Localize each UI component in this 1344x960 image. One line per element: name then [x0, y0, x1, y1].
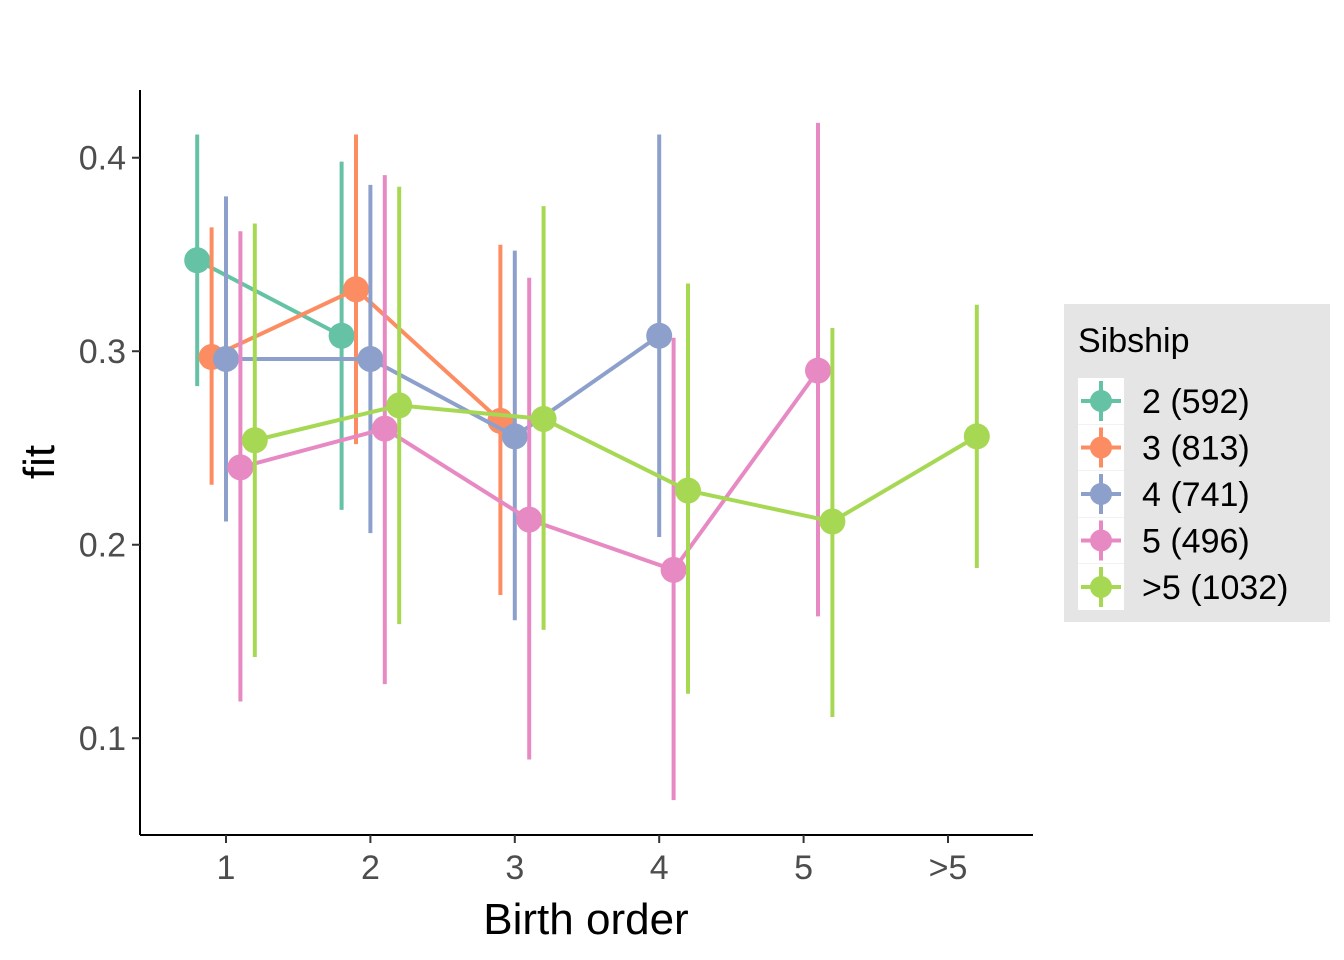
x-tick-label: 4: [650, 849, 669, 887]
x-tick-label: >5: [929, 849, 968, 887]
y-tick-label: 0.4: [79, 140, 126, 178]
series-group: [198, 134, 514, 596]
data-point: [241, 427, 268, 454]
series-group: [227, 122, 831, 801]
data-point: [805, 357, 831, 384]
legend-key-point: [1090, 576, 1112, 598]
legend-item: >5 (1032): [1078, 564, 1289, 610]
legend-key-point: [1090, 483, 1112, 505]
y-axis-title: fit: [15, 445, 64, 479]
data-point: [660, 556, 687, 583]
x-tick-label: 5: [794, 849, 813, 887]
legend-label: 4 (741): [1142, 476, 1250, 514]
x-tick-label: 2: [361, 849, 380, 887]
data-point: [184, 247, 211, 274]
data-point: [501, 423, 528, 450]
data-point: [516, 506, 543, 533]
data-point: [675, 477, 701, 504]
legend-key-point: [1090, 390, 1112, 412]
data-point: [819, 508, 846, 535]
y-tick-label: 0.3: [79, 333, 126, 371]
data-point: [357, 345, 384, 372]
legend-title: Sibship: [1078, 322, 1190, 360]
data-point: [227, 454, 254, 481]
series-group: [213, 134, 673, 621]
legend-label: >5 (1032): [1142, 569, 1289, 607]
legend-item: 2 (592): [1078, 378, 1250, 424]
series-line: [254, 403, 978, 524]
x-axis-title: Birth order: [483, 895, 688, 944]
x-ticks: 1 2 3 4 5 >5: [217, 835, 968, 887]
data-point: [646, 322, 673, 349]
y-ticks: 0.1 0.2 0.3 0.4: [79, 140, 140, 758]
legend: Sibship 2 (592) 3 (813) 4 (741) 5 (496) >5 (…: [1064, 304, 1330, 622]
series-line: [196, 258, 343, 338]
legend-item: 5 (496): [1078, 517, 1250, 564]
series-group: [241, 186, 990, 717]
legend-key-point: [1090, 436, 1112, 459]
data-point: [328, 322, 355, 349]
series-line: [226, 334, 661, 439]
y-tick-label: 0.1: [79, 720, 126, 758]
x-tick-label: 1: [217, 849, 236, 887]
data-point: [530, 405, 557, 432]
data-point: [386, 392, 413, 419]
legend-label: 2 (592): [1142, 383, 1250, 421]
legend-item: 3 (813): [1078, 424, 1250, 471]
data-point: [213, 345, 239, 372]
legend-items: 2 (592) 3 (813) 4 (741) 5 (496) >5 (1032): [1078, 378, 1289, 610]
legend-item: 4 (741): [1078, 471, 1250, 517]
legend-key-point: [1090, 529, 1112, 552]
series-layer: [184, 122, 990, 801]
legend-label: 3 (813): [1142, 430, 1250, 468]
y-tick-label: 0.2: [79, 527, 126, 565]
legend-label: 5 (496): [1142, 523, 1250, 561]
series-group: [184, 134, 355, 510]
data-point: [343, 276, 369, 303]
axes: [139, 90, 1033, 836]
data-point: [963, 423, 990, 450]
x-tick-label: 3: [505, 849, 524, 887]
data-point: [371, 415, 398, 442]
